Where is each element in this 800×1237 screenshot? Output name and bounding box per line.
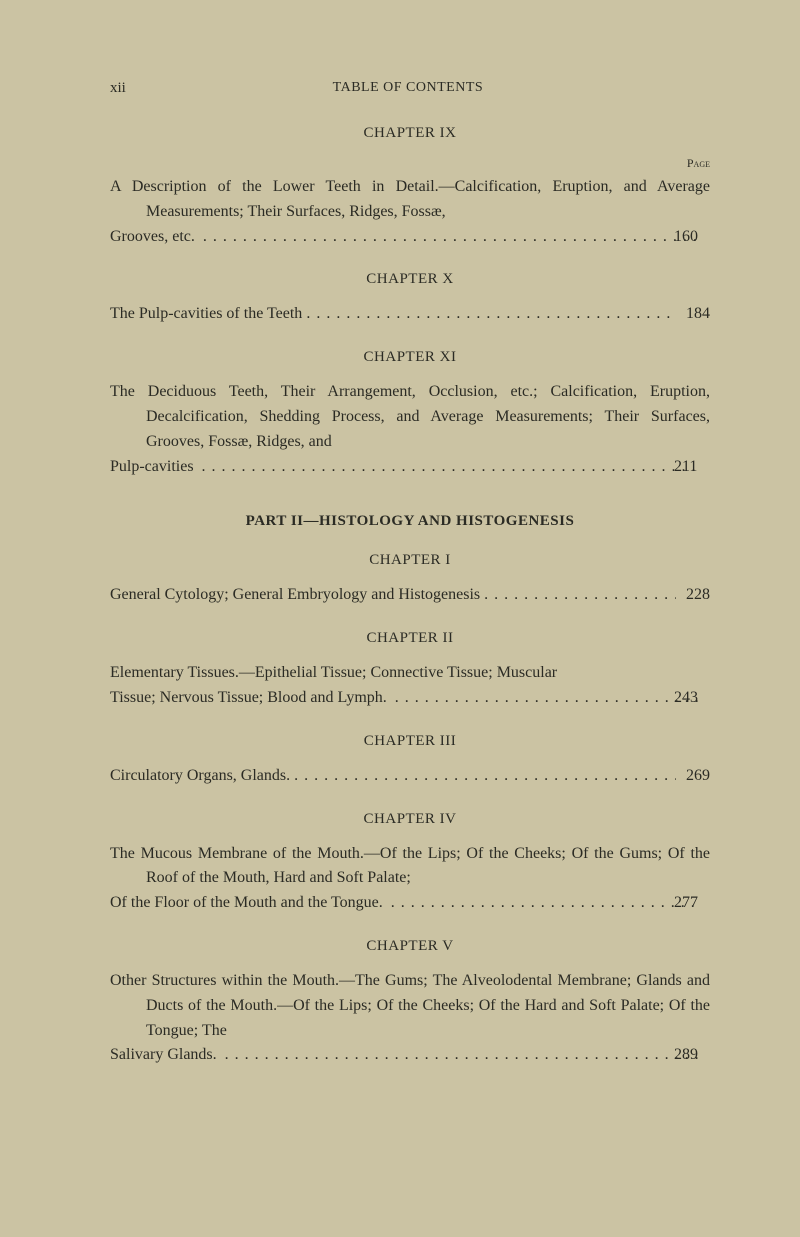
entry-page: 269 <box>680 764 710 789</box>
entry-last: Of the Floor of the Mouth and the Tongue… <box>146 891 383 916</box>
p2-chapter-2-title: CHAPTER II <box>110 630 710 647</box>
entry-last: Pulp-cavities <box>146 455 194 480</box>
leader-dots <box>484 583 676 599</box>
toc-entry-p2ch1: General Cytology; General Embryology and… <box>110 583 710 608</box>
entry-page: 228 <box>680 583 710 608</box>
p2-chapter-1-title: CHAPTER I <box>110 552 710 569</box>
chapter-9-title: CHAPTER IX <box>110 125 710 142</box>
entry-body: The Mucous Membrane of the Mouth.—Of the… <box>110 845 710 887</box>
entry-last: Grooves, etc. <box>146 225 195 250</box>
page-column-label: Page <box>110 156 710 171</box>
toc-entry-ch10: The Pulp-cavities of the Teeth 184 <box>110 302 710 327</box>
entry-page: 184 <box>680 302 710 327</box>
toc-entry-p2ch4: The Mucous Membrane of the Mouth.—Of the… <box>110 842 710 916</box>
leader-dots <box>387 891 700 907</box>
entry-last: Circulatory Organs, Glands. <box>110 764 290 789</box>
entry-body: A Description of the Lower Teeth in Deta… <box>110 178 710 220</box>
leader-dots <box>391 686 700 702</box>
entry-last: The Pulp-cavities of the Teeth <box>110 302 302 327</box>
chapter-10-title: CHAPTER X <box>110 271 710 288</box>
page-number: xii <box>110 80 126 97</box>
p2-chapter-5-title: CHAPTER V <box>110 938 710 955</box>
running-header: xii TABLE OF CONTENTS <box>110 80 710 97</box>
leader-dots <box>221 1043 700 1059</box>
running-title: TABLE OF CONTENTS <box>333 80 484 97</box>
entry-last: Tissue; Nervous Tissue; Blood and Lymph. <box>146 686 387 711</box>
toc-entry-ch11: The Deciduous Teeth, Their Arrangement, … <box>110 380 710 479</box>
entry-page: 277 <box>704 891 710 916</box>
leader-dots <box>294 764 676 780</box>
chapter-11-title: CHAPTER XI <box>110 349 710 366</box>
toc-entry-p2ch5: Other Structures within the Mouth.—The G… <box>110 969 710 1068</box>
leader-dots <box>198 455 700 471</box>
entry-last: Salivary Glands. <box>146 1043 217 1068</box>
leader-dots <box>306 302 676 318</box>
toc-entry-ch9: A Description of the Lower Teeth in Deta… <box>110 175 710 249</box>
entry-body: Other Structures within the Mouth.—The G… <box>110 972 710 1039</box>
entry-last: General Cytology; General Embryology and… <box>110 583 480 608</box>
part-2-title: PART II—HISTOLOGY AND HISTOGENESIS <box>110 513 710 530</box>
p2-chapter-4-title: CHAPTER IV <box>110 811 710 828</box>
toc-entry-p2ch3: Circulatory Organs, Glands. 269 <box>110 764 710 789</box>
entry-page: 289 <box>704 1043 710 1068</box>
toc-entry-p2ch2: Elementary Tissues.—Epithelial Tissue; C… <box>110 661 710 711</box>
p2-chapter-3-title: CHAPTER III <box>110 733 710 750</box>
leader-dots <box>199 225 700 241</box>
page: xii TABLE OF CONTENTS CHAPTER IX Page A … <box>0 0 800 1126</box>
entry-page: 160 <box>704 225 710 250</box>
entry-body: Elementary Tissues.—Epithelial Tissue; C… <box>110 664 557 681</box>
entry-page: 211 <box>704 455 710 480</box>
entry-body: The Deciduous Teeth, Their Arrangement, … <box>110 383 710 450</box>
entry-page: 243 <box>704 686 710 711</box>
